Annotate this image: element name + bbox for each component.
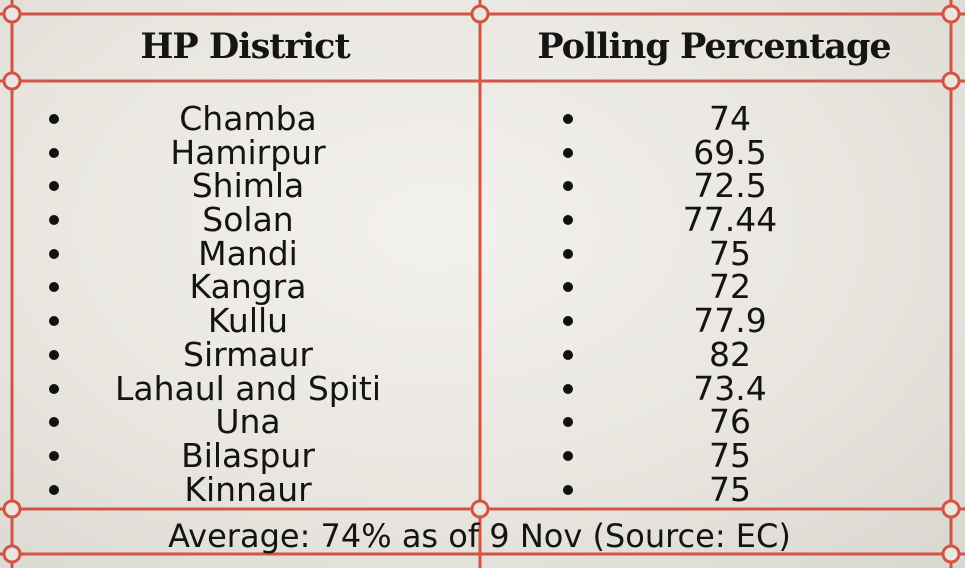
frame-node-circle [2, 4, 22, 24]
bullet-icon [563, 349, 573, 360]
district-name: Solan [202, 200, 294, 240]
district-name: Una [215, 402, 281, 442]
district-row: Shimla [12, 166, 478, 206]
polling-value: 82 [709, 334, 751, 374]
polling-row: 75 [481, 233, 947, 273]
district-row: Kinnaur [12, 469, 478, 509]
polling-value: 77.44 [682, 200, 778, 240]
polling-row: 77.44 [481, 200, 947, 240]
district-name: Kangra [189, 267, 307, 307]
bullet-icon [49, 383, 59, 394]
frame-node-circle [941, 544, 961, 564]
bullet-icon [49, 215, 59, 226]
frame-node-circle [941, 499, 961, 519]
frame-node-circle [2, 71, 22, 91]
bullet-icon [49, 248, 59, 259]
polling-list: 74 69.5 72.5 77.44 75 72 77.9 82 73.4 76 75 75 [481, 99, 947, 509]
bullet-icon [563, 181, 573, 192]
frame-node-circle [2, 544, 22, 564]
district-row: Mandi [12, 233, 478, 273]
frame-circles [2, 4, 961, 564]
bullet-icon [49, 147, 59, 158]
frame-node-circle [470, 499, 490, 519]
bullet-icon [49, 181, 59, 192]
polling-value: 75 [709, 469, 751, 509]
column-header-district: HP District [140, 25, 350, 67]
district-row: Bilaspur [12, 435, 478, 475]
bullet-icon [563, 484, 573, 495]
bullet-icon [49, 417, 59, 428]
bullet-icon [563, 383, 573, 394]
bullet-icon [563, 417, 573, 428]
polling-row: 76 [481, 402, 947, 442]
polling-value: 72.5 [693, 166, 767, 206]
district-row: Sirmaur [12, 334, 478, 374]
district-name: Lahaul and Spiti [114, 368, 382, 408]
district-row: Kangra [12, 267, 478, 307]
bullet-icon [563, 215, 573, 226]
bullet-icon [563, 147, 573, 158]
polling-value: 72 [709, 267, 751, 307]
polling-row: 75 [481, 469, 947, 509]
column-header-polling: Polling Percentage [537, 25, 891, 67]
polling-value: 73.4 [693, 368, 767, 408]
polling-value: 74 [709, 99, 751, 138]
district-name: Hamirpur [170, 132, 326, 172]
polling-value: 75 [709, 233, 751, 273]
district-name: Shimla [191, 166, 305, 206]
district-row: Una [12, 402, 478, 442]
bullet-icon [49, 349, 59, 360]
district-row: Solan [12, 200, 478, 240]
polling-value: 69.5 [693, 132, 767, 172]
bullet-icon [563, 114, 573, 124]
district-name: Kinnaur [184, 469, 312, 509]
bullet-icon [49, 450, 59, 461]
footer-note: Average: 74% as of 9 Nov (Source: EC) [168, 517, 791, 555]
polling-value: 75 [709, 435, 751, 475]
district-row: Kullu [12, 301, 478, 341]
frame-node-circle [470, 4, 490, 24]
district-row: Lahaul and Spiti [12, 368, 478, 408]
district-name: Kullu [207, 301, 289, 341]
bullet-icon [563, 248, 573, 259]
bullet-icon [49, 316, 59, 327]
bullet-icon [563, 282, 573, 293]
bullet-icon [563, 450, 573, 461]
polling-row: 73.4 [481, 368, 947, 408]
polling-row: 75 [481, 435, 947, 475]
district-list: Chamba Hamirpur Shimla Solan Mandi Kangra Kull… [12, 99, 478, 509]
bullet-icon [563, 316, 573, 327]
frame-node-circle [2, 499, 22, 519]
frame-node-circle [941, 4, 961, 24]
district-row: Hamirpur [12, 132, 478, 172]
district-name: Sirmaur [183, 334, 313, 374]
polling-row: 82 [481, 334, 947, 374]
polling-row: 72.5 [481, 166, 947, 206]
polling-row: 77.9 [481, 301, 947, 341]
district-row: Chamba [12, 99, 478, 138]
bullet-icon [49, 484, 59, 495]
district-name: Chamba [179, 99, 317, 138]
polling-value: 76 [709, 402, 751, 442]
bullet-icon [49, 114, 59, 124]
polling-row: 74 [481, 99, 947, 138]
frame-node-circle [941, 71, 961, 91]
district-name: Bilaspur [181, 435, 315, 475]
polling-value: 77.9 [693, 301, 767, 341]
district-name: Mandi [198, 233, 298, 273]
polling-row: 72 [481, 267, 947, 307]
bullet-icon [49, 282, 59, 293]
polling-row: 69.5 [481, 132, 947, 172]
